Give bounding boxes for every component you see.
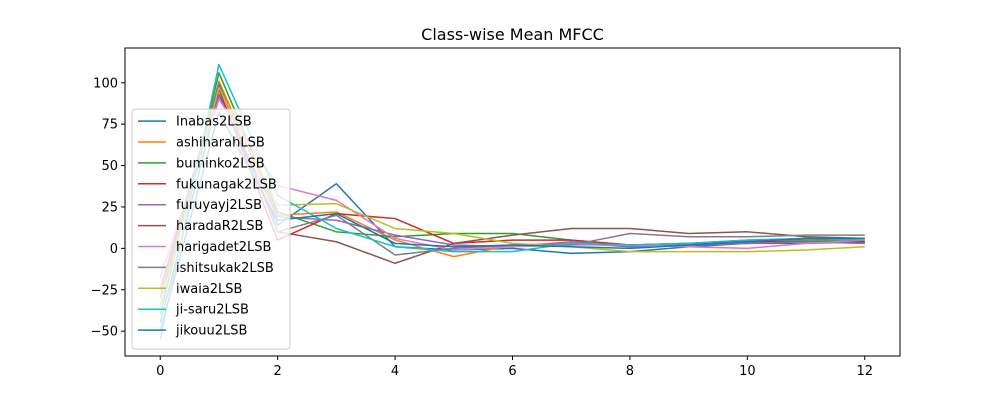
x-tick-label: 6 bbox=[508, 364, 516, 379]
x-tick-label: 2 bbox=[274, 364, 282, 379]
legend-label: ji-saru2LSB bbox=[175, 303, 249, 318]
y-tick-label: −50 bbox=[91, 325, 118, 340]
legend-label: harigadet2LSB bbox=[176, 240, 271, 255]
legend-label: buminko2LSB bbox=[176, 156, 265, 171]
x-tick-label: 8 bbox=[626, 364, 634, 379]
legend-label: Inabas2LSB bbox=[176, 115, 252, 130]
legend-label: iwaia2LSB bbox=[176, 282, 242, 297]
y-tick-label: 0 bbox=[110, 242, 118, 257]
y-tick-label: 50 bbox=[101, 159, 118, 174]
legend: Inabas2LSB ashiharahLSB buminko2LSB fukunag… bbox=[131, 108, 291, 350]
x-axis: 0 2 4 6 8 10 12 bbox=[156, 356, 873, 379]
legend-label: fukunagak2LSB bbox=[176, 177, 277, 192]
chart-title: Class-wise Mean MFCC bbox=[421, 25, 604, 44]
x-tick-label: 4 bbox=[391, 364, 399, 379]
legend-label: ashiharahLSB bbox=[176, 136, 265, 151]
y-tick-label: 75 bbox=[101, 118, 118, 133]
x-tick-label: 0 bbox=[156, 364, 164, 379]
x-tick-label: 12 bbox=[856, 364, 873, 379]
y-tick-label: 100 bbox=[93, 76, 118, 91]
legend-label: jikouu2LSB bbox=[175, 324, 247, 339]
legend-label: ishitsukak2LSB bbox=[176, 261, 274, 276]
x-tick-label: 10 bbox=[739, 364, 756, 379]
y-tick-label: 25 bbox=[101, 200, 118, 215]
legend-box bbox=[131, 108, 291, 350]
legend-label: haradaR2LSB bbox=[176, 219, 263, 234]
y-axis: −50 −25 0 25 50 75 100 bbox=[91, 76, 125, 340]
y-tick-label: −25 bbox=[91, 283, 118, 298]
legend-label: furuyayj2LSB bbox=[176, 198, 262, 213]
